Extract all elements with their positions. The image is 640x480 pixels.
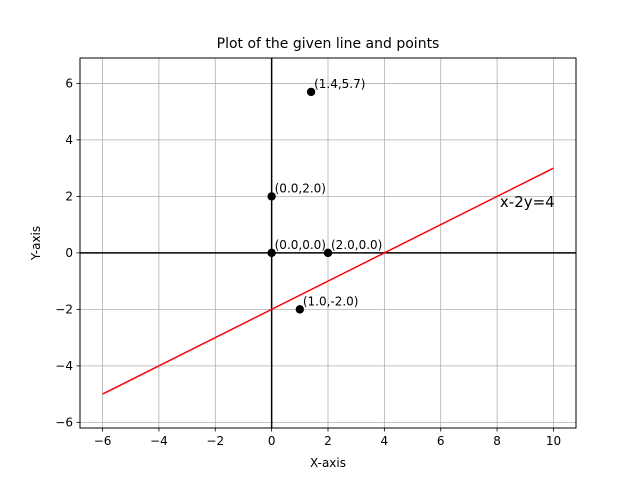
- data-point-label: (0.0,2.0): [275, 181, 326, 195]
- data-point: [306, 87, 316, 97]
- x-tick-label: −4: [150, 434, 168, 448]
- y-tick-label: −2: [55, 302, 73, 316]
- x-tick-label: 8: [493, 434, 501, 448]
- data-point-label: (1.4,5.7): [314, 77, 365, 91]
- x-tick-label: 2: [324, 434, 332, 448]
- chart-title: Plot of the given line and points: [217, 36, 440, 52]
- x-tick-label: 10: [546, 434, 561, 448]
- x-ticks: −6 −4 −2 0 2 4 6 8 10: [94, 428, 561, 448]
- equation-line: [102, 167, 554, 395]
- x-tick-label: 0: [268, 434, 276, 448]
- data-point: [295, 305, 305, 314]
- equation-line-label: x-2y=4: [500, 193, 555, 211]
- points: [267, 87, 333, 314]
- grid: [80, 58, 576, 428]
- x-tick-label: 6: [437, 434, 445, 448]
- y-tick-label: 0: [65, 246, 73, 260]
- x-tick-label: −2: [206, 434, 224, 448]
- data-point: [267, 192, 276, 201]
- x-tick-label: −6: [94, 434, 112, 448]
- y-tick-label: 6: [65, 76, 73, 90]
- y-tick-label: 4: [65, 133, 73, 147]
- y-tick-label: −4: [55, 359, 73, 373]
- y-axis-label: Y-axis: [29, 226, 43, 261]
- y-ticks: −6 −4 −2 0 2 4 6: [55, 76, 80, 429]
- y-tick-label: 2: [65, 189, 73, 203]
- x-axis-label: X-axis: [310, 456, 346, 470]
- data-point-label: (1.0,-2.0): [303, 294, 359, 308]
- y-tick-label: −6: [55, 415, 73, 429]
- data-point: [267, 248, 276, 258]
- data-point: [323, 248, 333, 258]
- data-point-label: (0.0,0.0): [275, 238, 326, 252]
- series: [102, 167, 554, 395]
- x-tick-label: 4: [381, 434, 389, 448]
- annotations: x-2y=4 (1.4,5.7) (0.0,2.0) (0.0,0.0) (2.0,0.…: [275, 77, 555, 308]
- data-point-label: (2.0,0.0): [331, 238, 382, 252]
